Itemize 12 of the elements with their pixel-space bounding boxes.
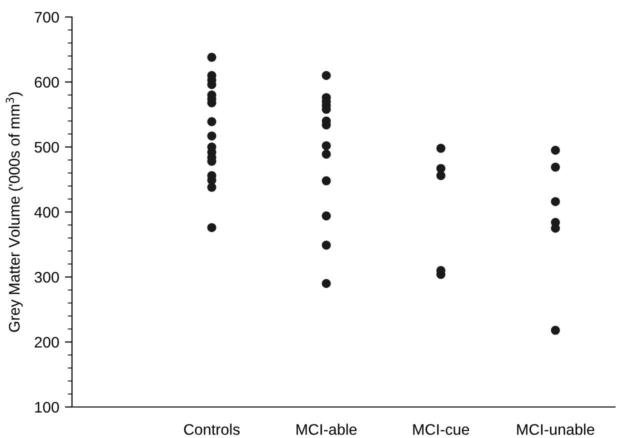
y-tick-label: 200 [34,336,59,348]
x-tick-label: Controls [184,424,240,435]
x-tick-label: MCI-unable [517,424,594,435]
y-tick-label: 500 [34,142,59,153]
y-tick-label: 400 [34,206,59,218]
y-tick-label: 300 [34,272,59,283]
x-tick-label: MCI-cue [413,424,470,435]
y-axis-title: Grey Matter Volume ('000s of mm$^{3}$) [6,92,23,332]
y-tick-label: 700 [34,12,59,23]
y-tick-label: 600 [34,76,59,88]
y-tick-label: 100 [35,402,59,413]
x-tick-label: MCI-able [296,424,357,435]
